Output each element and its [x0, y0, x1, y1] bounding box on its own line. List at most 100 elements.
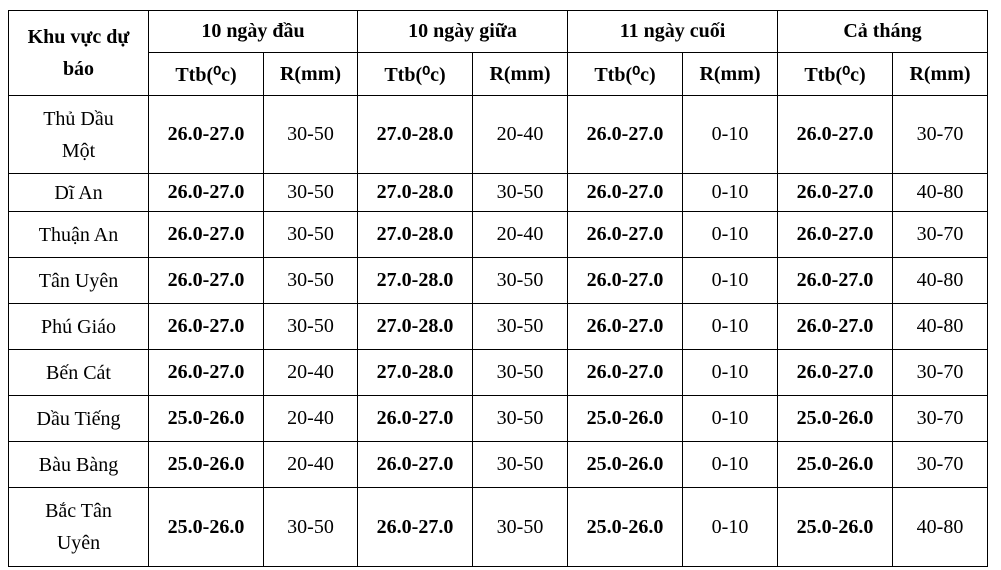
rain-cell: 30-50	[263, 173, 358, 212]
temp-cell: 26.0-27.0	[777, 349, 893, 396]
region-cell: Thuận An	[8, 211, 149, 258]
rain-cell: 0-10	[682, 173, 778, 212]
rain-cell: 20-40	[263, 395, 358, 442]
temp-cell: 25.0-26.0	[567, 487, 683, 567]
rain-cell: 0-10	[682, 211, 778, 258]
temp-cell: 26.0-27.0	[567, 303, 683, 350]
temp-cell: 25.0-26.0	[567, 441, 683, 488]
temp-cell: 26.0-27.0	[777, 211, 893, 258]
rain-cell: 20-40	[472, 211, 568, 258]
temp-cell: 26.0-27.0	[777, 95, 893, 174]
rain-cell: 0-10	[682, 349, 778, 396]
region-cell: Dĩ An	[8, 173, 149, 212]
sub-header: R(mm)	[682, 52, 778, 96]
temp-cell: 25.0-26.0	[777, 487, 893, 567]
forecast-table: Khu vực dự báo 10 ngày đầu 10 ngày giữa 11 …	[8, 10, 988, 567]
region-cell: Bắc Tân Uyên	[8, 487, 149, 567]
temp-cell: 27.0-28.0	[357, 303, 473, 350]
corner-header: Khu vực dự báo	[8, 10, 149, 96]
rain-cell: 0-10	[682, 487, 778, 567]
temp-cell: 25.0-26.0	[148, 395, 264, 442]
region-name: Bắc Tân Uyên	[45, 500, 112, 554]
temp-cell: 26.0-27.0	[777, 173, 893, 212]
region-name: Thủ Dầu Một	[43, 107, 114, 162]
rain-cell: 30-50	[472, 487, 568, 567]
data-row: Phú Giáo 26.0-27.0 30-50 27.0-28.0 30-50 26.0…	[8, 303, 988, 350]
temp-cell: 26.0-27.0	[567, 173, 683, 212]
temp-cell: 25.0-26.0	[148, 441, 264, 488]
data-row: Bắc Tân Uyên 25.0-26.0 30-50 26.0-27.0 30-50…	[8, 487, 988, 567]
rain-cell: 30-50	[263, 95, 358, 174]
data-row: Tân Uyên 26.0-27.0 30-50 27.0-28.0 30-50 26.0…	[8, 257, 988, 304]
temp-cell: 26.0-27.0	[148, 303, 264, 350]
data-row: Bàu Bàng 25.0-26.0 20-40 26.0-27.0 30-50 25.0…	[8, 441, 988, 488]
region-cell: Phú Giáo	[8, 303, 149, 350]
temp-cell: 26.0-27.0	[567, 211, 683, 258]
rain-cell: 0-10	[682, 257, 778, 304]
rain-cell: 30-50	[472, 173, 568, 212]
region-cell: Bến Cát	[8, 349, 149, 396]
region-name: Dĩ An	[54, 181, 103, 204]
temp-cell: 27.0-28.0	[357, 173, 473, 212]
rain-cell: 30-50	[263, 487, 358, 567]
group-header: 11 ngày cuối	[567, 10, 778, 53]
region-name: Bàu Bàng	[38, 453, 119, 476]
temp-cell: 26.0-27.0	[777, 257, 893, 304]
temp-cell: 25.0-26.0	[777, 441, 893, 488]
region-cell: Bàu Bàng	[8, 441, 149, 488]
subheader-row: Ttb(⁰c) R(mm) Ttb(⁰c) R(mm) Ttb(⁰c) R(mm) Ttb(…	[9, 52, 988, 96]
rain-cell: 30-50	[263, 257, 358, 304]
rain-cell: 30-70	[892, 395, 988, 442]
sub-header: Ttb(⁰c)	[357, 52, 473, 96]
rain-cell: 0-10	[682, 303, 778, 350]
rain-cell: 20-40	[472, 95, 568, 174]
sub-header: Ttb(⁰c)	[567, 52, 683, 96]
temp-cell: 26.0-27.0	[357, 487, 473, 567]
temp-cell: 26.0-27.0	[148, 257, 264, 304]
region-cell: Tân Uyên	[8, 257, 149, 304]
group-header: Cả tháng	[777, 10, 988, 53]
sub-header: R(mm)	[892, 52, 988, 96]
rain-cell: 40-80	[892, 487, 988, 567]
rain-cell: 30-70	[892, 441, 988, 488]
temp-cell: 25.0-26.0	[777, 395, 893, 442]
rain-cell: 30-70	[892, 211, 988, 258]
rain-cell: 0-10	[682, 95, 778, 174]
temp-cell: 26.0-27.0	[148, 95, 264, 174]
temp-cell: 27.0-28.0	[357, 95, 473, 174]
data-row: Bến Cát 26.0-27.0 20-40 27.0-28.0 30-50 26.0-…	[8, 349, 988, 396]
temp-cell: 26.0-27.0	[567, 349, 683, 396]
temp-cell: 27.0-28.0	[357, 349, 473, 396]
rain-cell: 30-50	[472, 441, 568, 488]
temp-cell: 26.0-27.0	[567, 95, 683, 174]
corner-text: Khu vực dự báo	[27, 26, 130, 80]
rain-cell: 30-70	[892, 349, 988, 396]
rain-cell: 20-40	[263, 441, 358, 488]
region-name: Tân Uyên	[38, 269, 119, 292]
rain-cell: 20-40	[263, 349, 358, 396]
group-header: 10 ngày giữa	[357, 10, 568, 53]
temp-cell: 25.0-26.0	[567, 395, 683, 442]
temp-cell: 25.0-26.0	[148, 487, 264, 567]
region-name: Dầu Tiếng	[36, 407, 121, 430]
region-name: Phú Giáo	[41, 315, 116, 338]
region-name: Thuận An	[38, 223, 119, 246]
temp-cell: 26.0-27.0	[148, 211, 264, 258]
rain-cell: 40-80	[892, 173, 988, 212]
temp-cell: 26.0-27.0	[777, 303, 893, 350]
sub-header: Ttb(⁰c)	[777, 52, 893, 96]
rain-cell: 30-50	[472, 257, 568, 304]
rain-cell: 40-80	[892, 303, 988, 350]
rain-cell: 0-10	[682, 395, 778, 442]
data-row: Thuận An 26.0-27.0 30-50 27.0-28.0 20-40 26.0…	[8, 211, 988, 258]
temp-cell: 26.0-27.0	[357, 441, 473, 488]
rain-cell: 30-50	[472, 349, 568, 396]
sub-header: R(mm)	[472, 52, 568, 96]
temp-cell: 26.0-27.0	[567, 257, 683, 304]
rain-cell: 30-50	[263, 211, 358, 258]
rain-cell: 30-50	[263, 303, 358, 350]
rain-cell: 30-70	[892, 95, 988, 174]
region-name: Bến Cát	[46, 361, 111, 384]
data-row: Dĩ An 26.0-27.0 30-50 27.0-28.0 30-50 26.0-27…	[8, 173, 988, 212]
rain-cell: 30-50	[472, 303, 568, 350]
